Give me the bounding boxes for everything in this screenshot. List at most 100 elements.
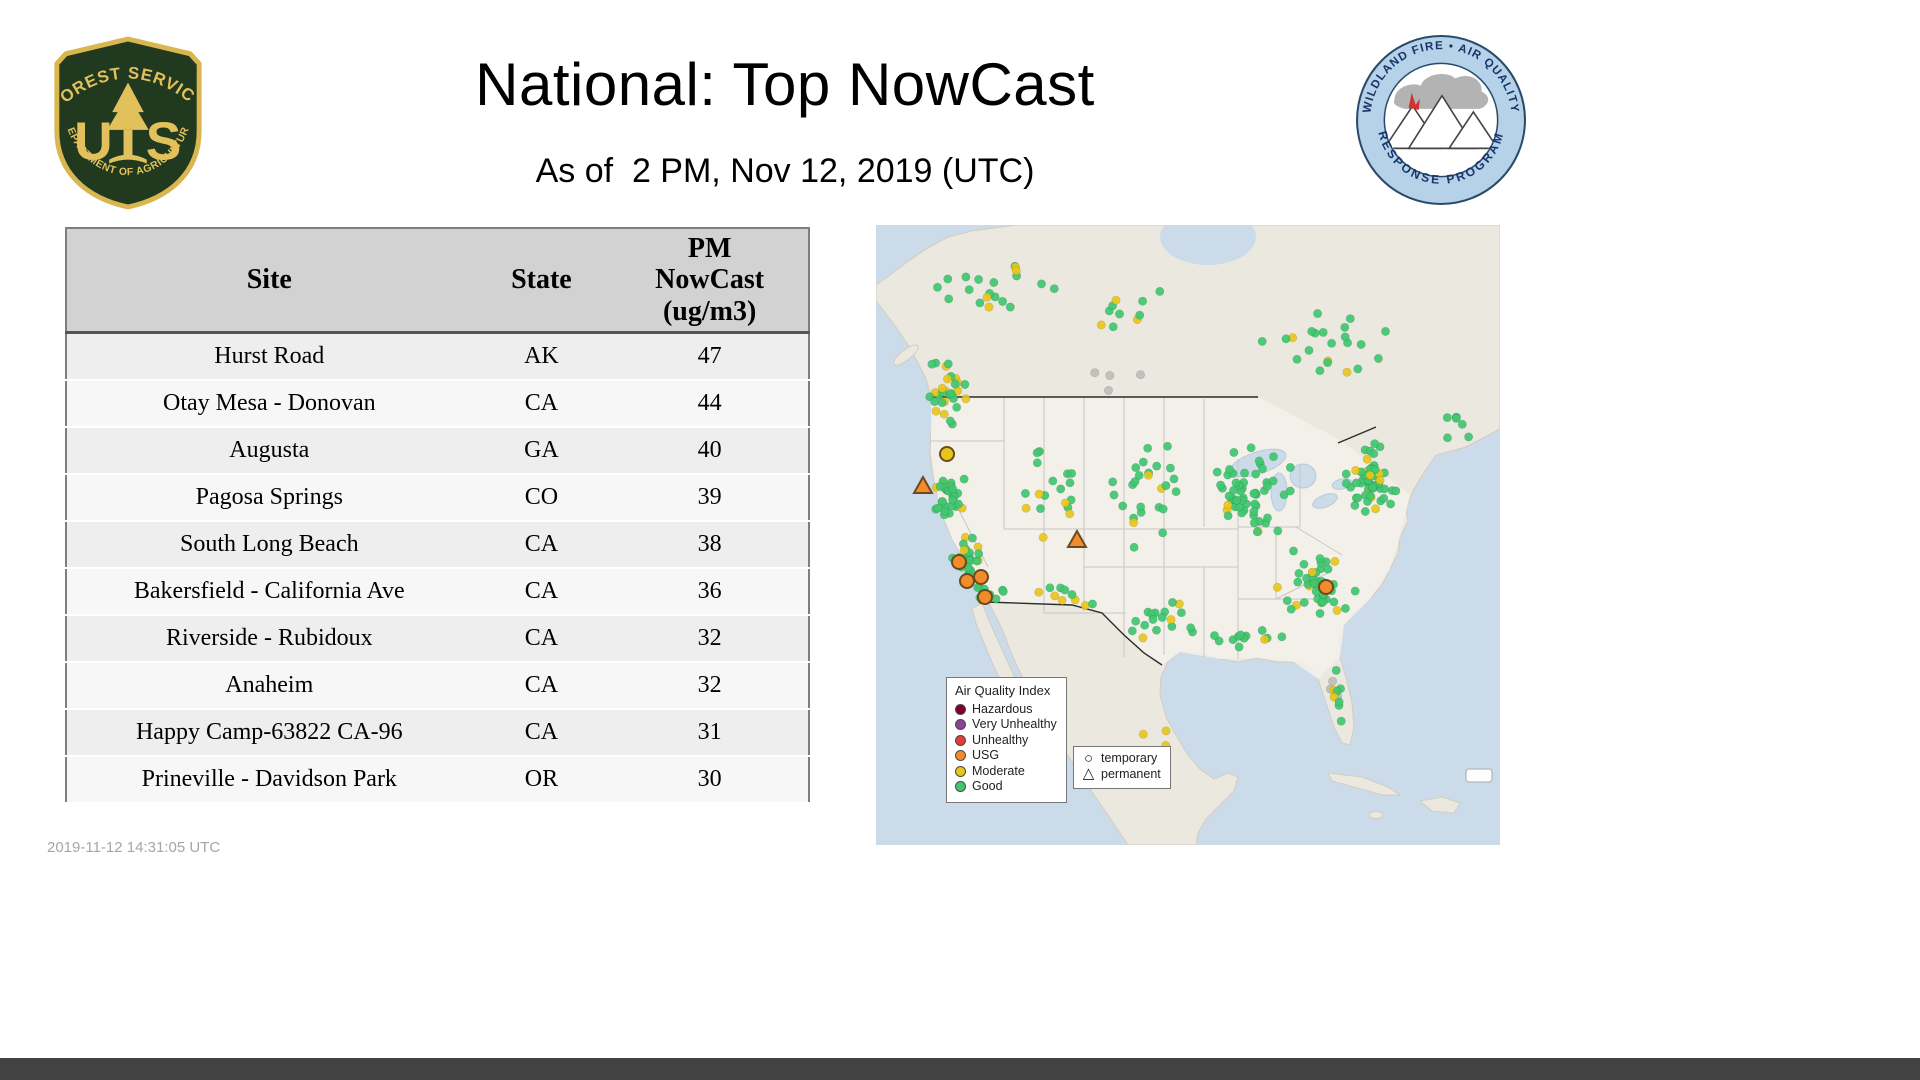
state-cell: CA [471,662,612,710]
nowcast-table: Site State PM NowCast (ug/m3) Hurst Road… [65,227,810,804]
monitor-dot [1165,463,1175,473]
monitor-dot [1370,465,1380,475]
monitor-dot [961,272,971,282]
monitor-dot [984,302,994,312]
monitor-dot [1299,559,1309,569]
aqi-legend-item: Very Unhealthy [955,717,1057,733]
triangle-outline-icon: △ [1082,765,1095,783]
aqi-legend-title: Air Quality Index [955,683,1051,698]
monitor-dot [964,285,974,295]
monitor-dot [1249,518,1259,528]
monitor-dot [1323,358,1333,368]
value-cell: 32 [611,615,809,663]
monitor-dot [945,416,955,426]
site-cell: Hurst Road [66,332,472,381]
monitor-dot [1299,597,1309,607]
monitor-dot [1307,326,1317,336]
monitor-dot [1067,468,1077,478]
monitor-dot [1286,604,1296,614]
value-cell: 30 [611,756,809,804]
wfaqrp-logo-icon: WILDLAND FIRE • AIR QUALITY RESPONSE PRO… [1356,35,1526,205]
monitor-dot [1135,310,1145,320]
monitor-dot [1342,367,1352,377]
monitor-dot [1373,354,1383,364]
us-border [931,396,1377,666]
monitor-dot [1257,625,1267,635]
fs-letter-u: U [74,113,113,172]
monitor-dot [943,359,953,369]
value-cell: 31 [611,709,809,757]
monitor-dot [1148,614,1158,624]
monitor-dot [1340,332,1350,342]
monitor-dot [1315,608,1325,618]
monitor-dot [1279,490,1289,500]
monitor-dot [1272,582,1282,592]
monitor-dot [1038,532,1048,542]
cuba [1327,772,1402,796]
monitor-dot [1285,486,1295,496]
monitor-dot [1294,568,1304,578]
monitor-dot [1351,465,1361,475]
monitor-dot [1158,504,1168,514]
monitor-dot [1108,322,1118,332]
jamaica [1368,811,1384,819]
site-cell: Riverside - Rubidoux [66,615,472,663]
monitor-dot [989,277,999,287]
top-site-markers-layer [912,446,1334,605]
monitor-dot [1021,503,1031,513]
monitor-dot [1231,478,1241,488]
monitor-dot [937,497,947,507]
site-cell: Augusta [66,427,472,475]
value-cell: 39 [611,474,809,522]
monitor-dot [1330,556,1340,566]
monitor-dot [950,379,960,389]
monitor-dot [1327,338,1337,348]
table-row: Hurst Road AK 47 [66,332,809,381]
flame-icon [1408,92,1420,110]
monitor-dot [1285,463,1295,473]
monitor-dot [1020,488,1030,498]
monitor-dot [1143,443,1153,453]
pine-tree-icon [107,82,149,164]
type-legend-item: △ permanent [1082,765,1161,783]
monitor-dot [1313,309,1323,319]
monitor-dot [1293,577,1303,587]
monitor-dot [1155,286,1165,296]
monitor-dot [1277,632,1287,642]
usg-swatch-icon [955,750,966,762]
monitor-dot [1140,620,1150,630]
table-row: Anaheim CA 32 [66,662,809,710]
aqi-legend-item: Moderate [955,764,1057,780]
monitor-dot [982,292,992,302]
monitor-dot [974,549,984,559]
monitor-dot [1176,608,1186,618]
state-boundaries [931,397,1343,659]
type-legend-label: temporary [1101,751,1158,765]
monitor-dot [1032,448,1042,458]
column-header-pm-nowcast: PM NowCast (ug/m3) [611,228,809,334]
monitor-dot [1380,326,1390,336]
monitor-dot [1045,583,1055,593]
hispaniola [1418,796,1461,814]
monitor-dot [1353,493,1363,503]
table-row: Pagosa Springs CO 39 [66,474,809,522]
monitor-dot [1318,327,1328,337]
monitor-dot [1334,697,1344,707]
monitor-dot [1138,457,1148,467]
aqi-legend-label: Hazardous [972,701,1033,716]
monitor-dot [1151,625,1161,635]
aqi-legend-label: USG [972,748,1000,762]
hazardous-swatch-icon [955,703,966,715]
aqi-legend-label: Moderate [972,763,1025,778]
monitor-dot [1131,463,1141,473]
monitor-dot [1281,334,1291,344]
monitor-dot [943,374,953,384]
monitor-dot [1350,500,1360,510]
temporary-monitor-marker [951,554,967,570]
monitor-dot [1232,495,1242,505]
monitor-dot [944,294,954,304]
monitor-dot [1161,726,1171,736]
state-cell: CA [471,380,612,428]
monitor-dot [1351,478,1361,488]
monitor-dot [1315,366,1325,376]
